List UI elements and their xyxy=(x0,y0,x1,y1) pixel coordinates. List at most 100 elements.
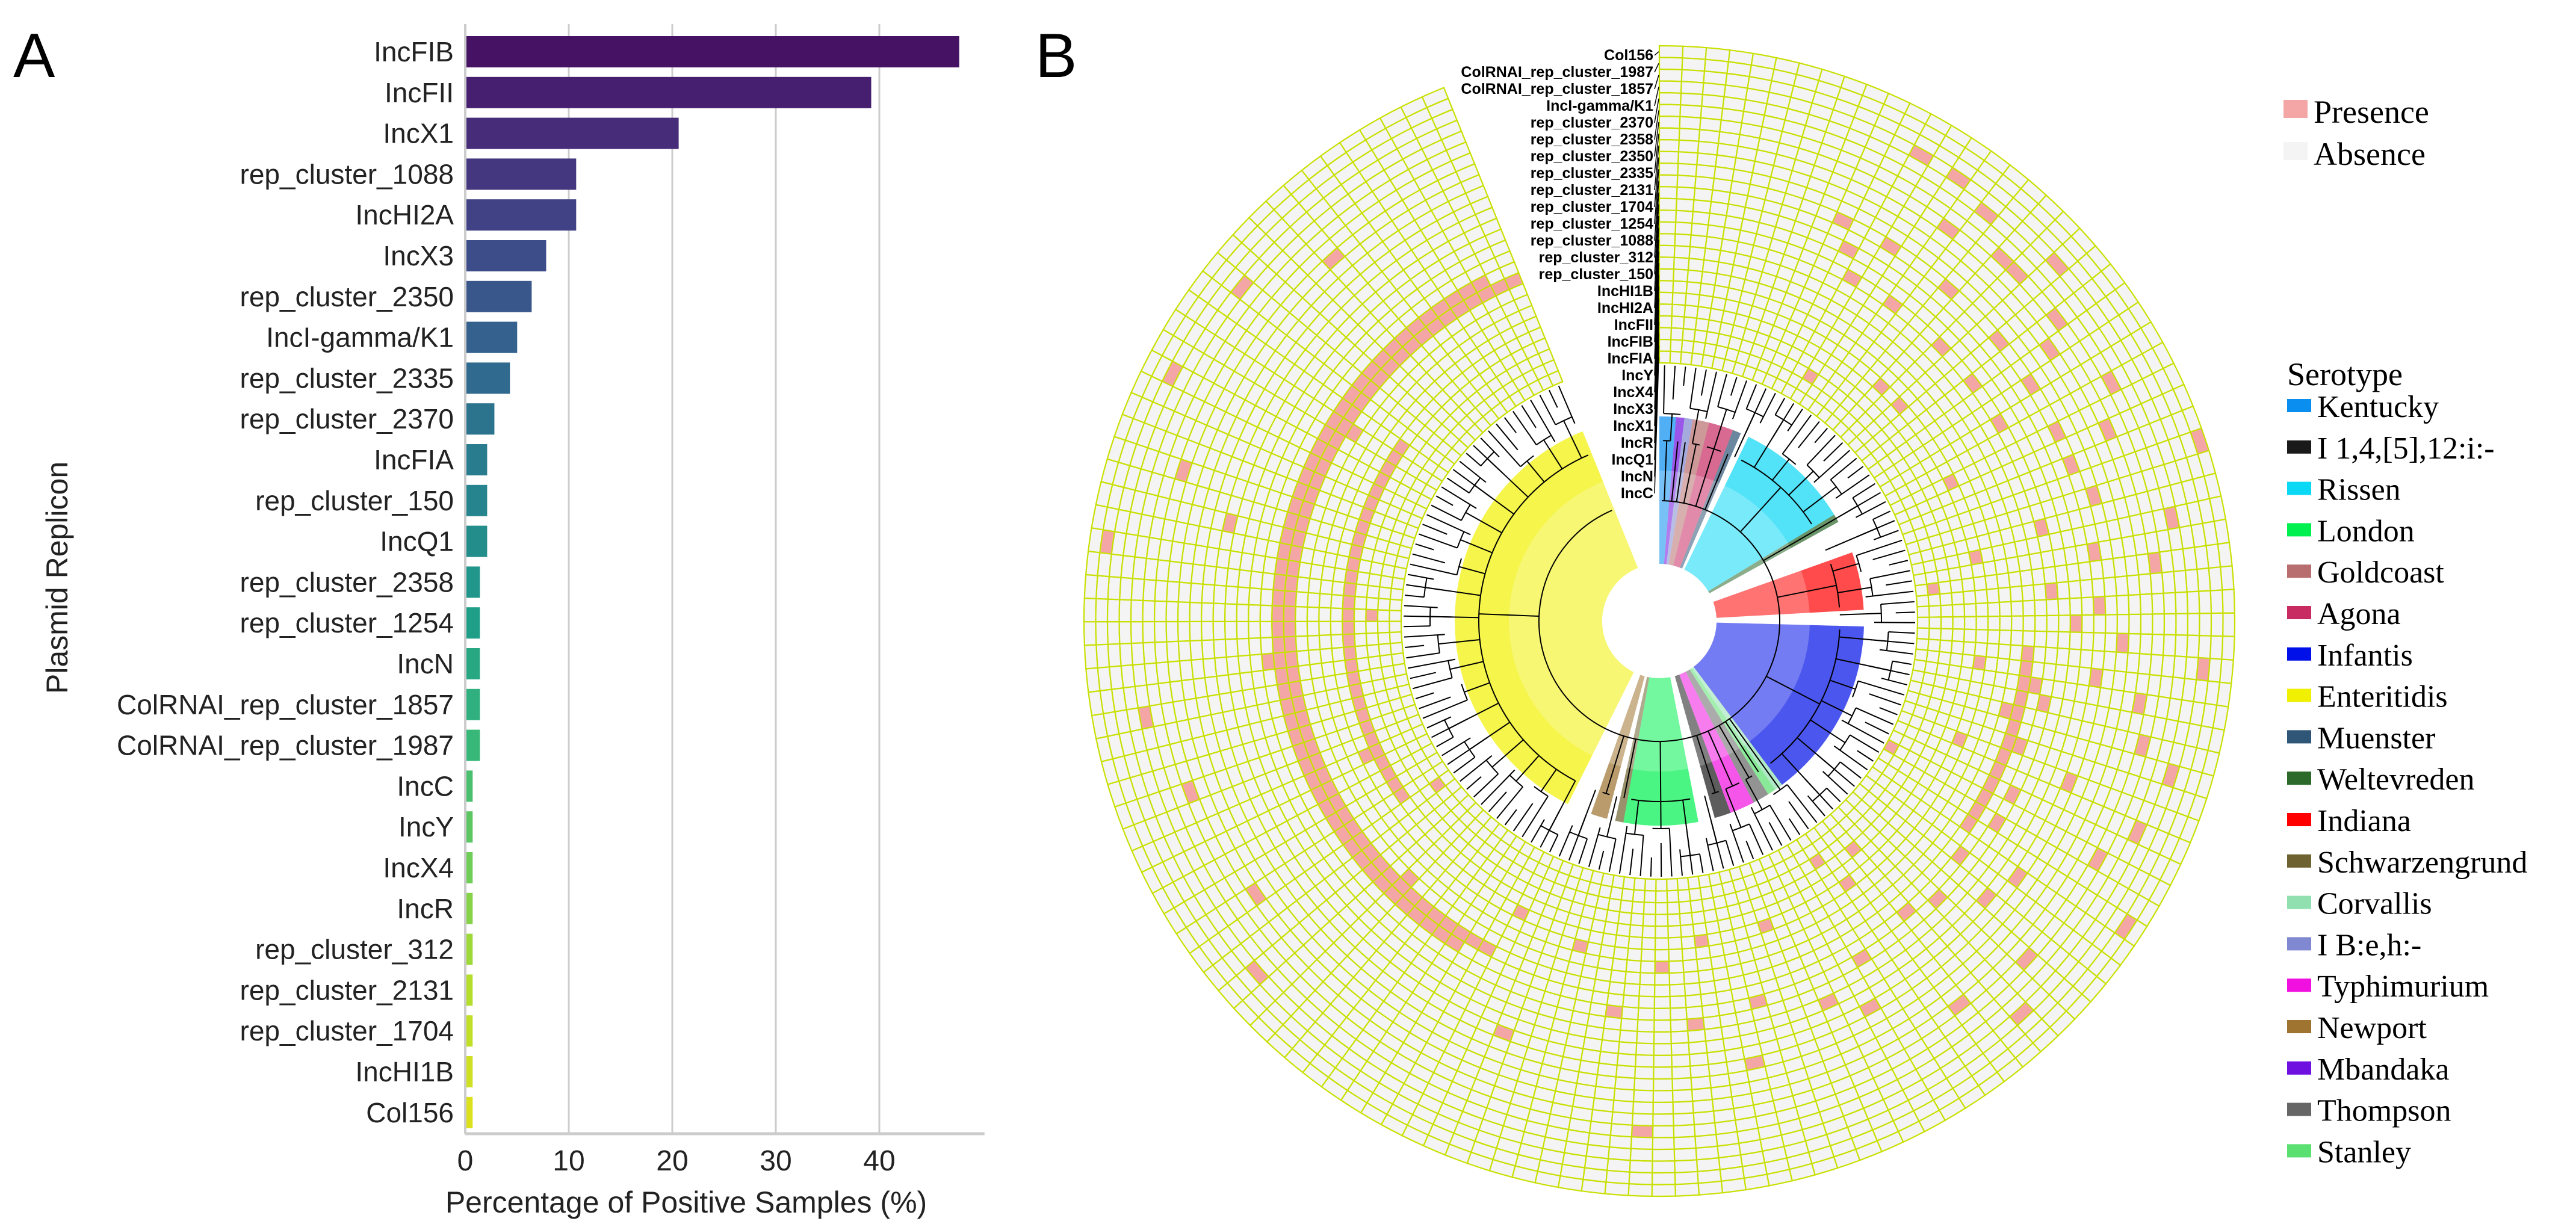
tree-branch xyxy=(1671,441,1679,502)
heatmap-cell xyxy=(2114,575,2129,597)
tree-branch xyxy=(1491,739,1524,768)
bar xyxy=(466,117,679,149)
x-axis-label: Percentage of Positive Samples (%) xyxy=(445,1185,927,1219)
heatmap-cell xyxy=(1686,1016,1706,1032)
heatmap-cell xyxy=(1633,1077,1655,1092)
heatmap-cell xyxy=(2198,612,2212,637)
heatmap-cell xyxy=(1283,605,1296,622)
heatmap-cell xyxy=(1620,1006,1639,1021)
heatmap-cell xyxy=(1939,592,1953,607)
tree-branch xyxy=(1598,850,1605,870)
heatmap-cell xyxy=(1284,574,1299,593)
tree-branch xyxy=(1771,459,1790,481)
heatmap-cell xyxy=(1667,936,1683,951)
tree-branch xyxy=(1750,806,1773,851)
tree-branch xyxy=(1810,719,1846,744)
legend-swatch-serotype xyxy=(2287,854,2311,868)
heatmap-cell xyxy=(1652,1125,1675,1139)
heatmap-cell xyxy=(1682,958,1699,973)
legend-label-serotype: Rissen xyxy=(2317,473,2401,507)
heatmap-cell xyxy=(1095,575,1110,600)
tree-branch xyxy=(1422,524,1447,535)
heatmap-cell xyxy=(2140,613,2153,635)
tree-branch xyxy=(1606,796,1618,837)
legend-swatch-serotype xyxy=(2287,813,2311,826)
bar xyxy=(466,280,532,312)
legend-swatch-serotype xyxy=(2287,399,2311,412)
heatmap-cell xyxy=(1635,1042,1655,1056)
heatmap-cell xyxy=(1617,910,1633,926)
heatmap-cell xyxy=(2032,646,2047,664)
heatmap-cell xyxy=(1307,634,1321,651)
heatmap-cell xyxy=(2069,614,2083,634)
bar xyxy=(466,403,495,435)
heatmap-cell xyxy=(1095,621,1109,646)
tree-branch xyxy=(1856,539,1903,556)
ring-label: ColRNAI_rep_cluster_1857 xyxy=(1461,81,1653,97)
tree-branch xyxy=(1629,848,1634,876)
tree-branch xyxy=(1865,722,1889,735)
legend-swatch-absence xyxy=(2283,142,2308,160)
heatmap-cell xyxy=(1653,984,1671,998)
heatmap-cell xyxy=(2045,598,2060,617)
heatmap-cell xyxy=(2187,613,2200,637)
tree-branch xyxy=(1886,632,1889,651)
heatmap-cell xyxy=(1639,960,1656,974)
legend-label-serotype: Thompson xyxy=(2317,1094,2451,1128)
heatmap-cell xyxy=(2008,644,2023,661)
legend-label-serotype: Agona xyxy=(2317,597,2401,631)
tree-branch xyxy=(1602,791,1610,796)
bar xyxy=(466,933,473,965)
heatmap-cell xyxy=(1653,1031,1672,1045)
heatmap-cell xyxy=(2033,583,2047,601)
heatmap-cell xyxy=(1632,889,1646,903)
heatmap-cell xyxy=(1677,151,1699,165)
legend-swatch-serotype xyxy=(2287,730,2311,744)
heatmap-cell xyxy=(1614,1076,1636,1091)
heatmap-cell xyxy=(2149,572,2164,595)
tree-branch xyxy=(1577,790,1596,836)
heatmap-cell xyxy=(1632,1101,1654,1115)
heatmap-cell xyxy=(1366,584,1381,599)
heatmap-cell xyxy=(1248,620,1262,639)
heatmap-cell xyxy=(1389,620,1402,634)
tree-branch xyxy=(1465,511,1502,534)
heatmap-cell xyxy=(1986,587,2000,604)
heatmap-cell xyxy=(1940,616,1954,630)
heatmap-cell xyxy=(1928,616,1942,629)
heatmap-cell xyxy=(1686,1028,1707,1043)
heatmap-cell xyxy=(1654,948,1670,962)
heatmap-cell xyxy=(1248,604,1262,622)
legend-swatch-serotype xyxy=(2287,1102,2311,1116)
heatmap-cell xyxy=(1653,1054,1673,1068)
heatmap-cell xyxy=(1658,91,1682,106)
heatmap-cell xyxy=(1331,580,1346,596)
legend-swatch-serotype xyxy=(2287,771,2311,785)
heatmap-cell xyxy=(1259,620,1274,639)
heatmap-cell xyxy=(1674,1159,1698,1173)
bar xyxy=(466,1056,473,1087)
category-label: Col156 xyxy=(366,1097,454,1128)
heatmap-cell xyxy=(2091,632,2107,652)
ring-label: IncX1 xyxy=(1613,418,1653,434)
bar-chart: IncFIB IncFII IncX1 rep_cluster_1088 IncHI2A… xyxy=(40,24,985,1219)
heatmap-cell xyxy=(1975,602,1989,617)
category-label: IncQ1 xyxy=(380,526,454,557)
heatmap-cell xyxy=(1682,327,1697,342)
heatmap-cell xyxy=(2069,597,2083,616)
legend-label-serotype: Corvallis xyxy=(2317,887,2432,921)
heatmap-cell xyxy=(1354,644,1369,660)
heatmap-cell xyxy=(1658,186,1678,200)
tree-branch xyxy=(1711,791,1720,795)
heatmap-cell xyxy=(1118,621,1133,644)
ring-label: IncHI2A xyxy=(1597,300,1653,317)
heatmap-cell xyxy=(1652,1101,1674,1115)
heatmap-cell xyxy=(1629,1159,1653,1174)
heatmap-cell xyxy=(2104,632,2118,653)
heatmap-cell xyxy=(1130,599,1144,623)
tree-branch xyxy=(1775,414,1792,426)
heatmap-cell xyxy=(1653,1007,1671,1021)
heatmap-cell xyxy=(1259,604,1273,622)
legend-label-serotype: Goldcoast xyxy=(2317,555,2444,590)
legend-label-serotype: Schwarzengrund xyxy=(2317,845,2527,880)
